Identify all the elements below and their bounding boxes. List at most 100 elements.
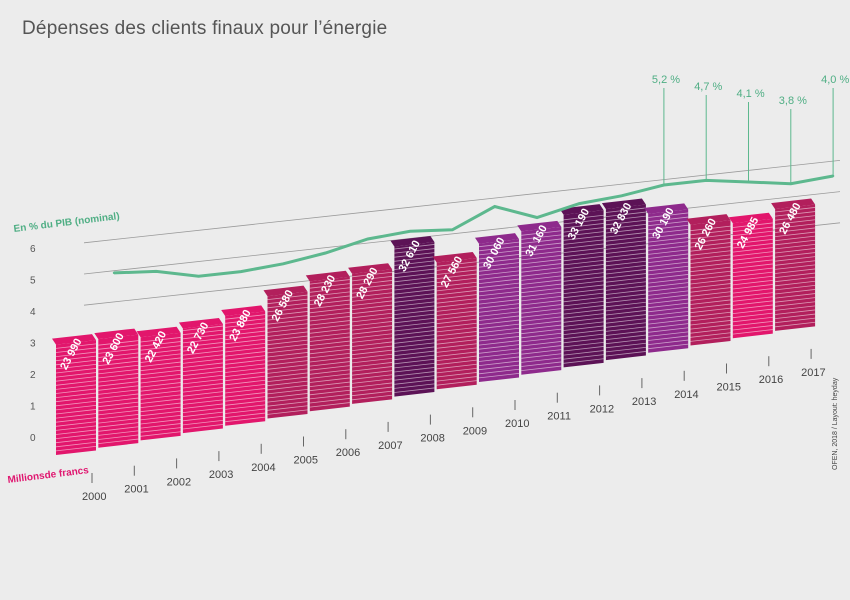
bar-slab — [309, 357, 350, 363]
bar-slab — [521, 320, 562, 326]
bar-top — [559, 204, 604, 215]
bar-slab — [55, 400, 97, 407]
bar-slab — [648, 310, 689, 317]
bar-slab — [775, 280, 816, 287]
bar-slab — [394, 260, 435, 266]
bar-slab — [563, 223, 604, 229]
bar-slab — [648, 233, 689, 239]
bar-slab — [605, 236, 646, 242]
bar-slab — [394, 248, 435, 254]
bar-slab — [225, 416, 266, 423]
bar-slab — [775, 223, 816, 229]
bar-slab — [478, 336, 520, 342]
bar-slab — [55, 404, 97, 411]
bar-slab — [521, 238, 562, 244]
bar-slab — [775, 276, 816, 283]
bar-slab — [690, 307, 731, 314]
bar-slab — [605, 207, 646, 213]
gdp-share-line — [113, 174, 834, 278]
bar-slab — [648, 245, 689, 251]
bar-slab — [267, 331, 308, 337]
bar-body — [182, 323, 223, 434]
bar-slab — [690, 303, 731, 309]
bar-stack: 28 230 — [305, 270, 350, 412]
annotation-label: 4,0 % — [821, 74, 849, 86]
bar-top — [517, 220, 562, 232]
bar-slab — [352, 284, 393, 290]
bar-slab — [690, 233, 731, 240]
bar-top — [475, 233, 519, 244]
bar-body — [436, 257, 477, 390]
bar-slab — [309, 389, 350, 396]
bar-slab — [267, 388, 308, 395]
bar-slab — [140, 402, 181, 408]
bar-slab — [309, 348, 350, 355]
bar-slab — [352, 300, 393, 306]
bar-slab — [436, 269, 477, 275]
bar-slab — [225, 383, 266, 390]
bar-stack: 31 160 — [517, 220, 562, 375]
bar-slab — [394, 293, 435, 299]
bar-slab — [436, 314, 477, 320]
bar-slab — [140, 361, 181, 367]
bar-slab — [478, 245, 520, 252]
bar-top — [390, 236, 435, 247]
bar-slab — [352, 280, 393, 286]
bar-slab — [267, 319, 308, 325]
bar-slab — [352, 292, 393, 298]
bar-slab — [98, 405, 139, 412]
bar-slab — [267, 405, 308, 411]
bar-slab — [690, 332, 731, 338]
year-label: 2014 — [674, 389, 698, 401]
bar-slab — [225, 355, 266, 361]
bar-slab — [394, 244, 435, 250]
bar-slab — [563, 292, 604, 299]
gdp-annotations: 5,2 % 4,7 % 4,1 % 3,8 % 4,0 % — [652, 74, 849, 185]
bar-slab — [309, 307, 350, 314]
bar-slab — [690, 299, 731, 305]
bar-slab — [521, 316, 562, 322]
bar-slab — [98, 356, 139, 362]
bar-slab — [605, 334, 646, 340]
bar-slab — [267, 343, 308, 350]
bar-slab — [225, 367, 266, 373]
bar-slab — [478, 303, 520, 309]
year-label: 2005 — [294, 455, 318, 467]
bar-body — [605, 204, 646, 361]
bar-slab — [140, 398, 181, 404]
bar-slab — [309, 365, 350, 371]
year-label: 2017 — [801, 367, 825, 379]
bar-slab — [690, 328, 731, 334]
bar-slab — [690, 262, 731, 268]
bar-slab — [732, 292, 773, 298]
bar-slab — [394, 280, 435, 287]
bar-slab — [98, 393, 139, 399]
bar-slab — [140, 419, 181, 425]
bar-slab — [478, 311, 520, 317]
bar-slab — [267, 380, 308, 387]
bar-slab — [563, 247, 604, 253]
bar-slab — [352, 304, 393, 310]
bar-slab — [732, 300, 773, 306]
bar-slab — [267, 352, 308, 358]
bar-slab — [55, 372, 97, 378]
bar-slab — [309, 385, 350, 392]
bar-slab — [394, 297, 435, 303]
bar-slab — [225, 363, 266, 369]
bar-slab — [521, 279, 562, 285]
bar-slab — [605, 330, 646, 336]
bar-slab — [394, 367, 435, 373]
bar-slab — [309, 311, 350, 318]
year-label: 2010 — [505, 418, 529, 430]
gdp-share-point — [282, 262, 285, 266]
bar-slab — [267, 294, 308, 300]
bar-slab — [563, 235, 604, 241]
bar-slab — [605, 232, 646, 238]
bar-slab — [436, 290, 477, 296]
bar-slab — [690, 324, 731, 330]
bar-slab — [394, 305, 435, 311]
bar-slab — [732, 234, 773, 241]
bar-slab — [563, 227, 604, 233]
bar-slab — [605, 244, 646, 250]
bar-stack: 23 600 — [94, 328, 139, 448]
